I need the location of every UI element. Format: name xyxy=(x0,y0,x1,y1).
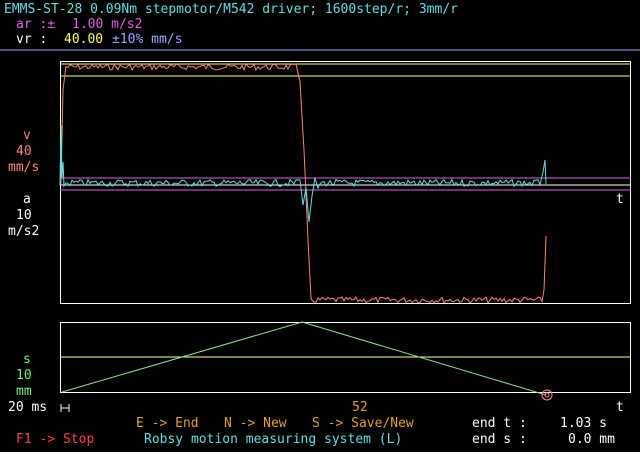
acceleration-trace xyxy=(59,124,547,223)
t-axis-label-bottom: t xyxy=(616,400,624,415)
velocity-trace xyxy=(60,63,547,304)
marker-value: 52 xyxy=(352,400,368,415)
ar-value: 1.00 m/s2 xyxy=(72,17,143,32)
end-t-value: 1.03 s xyxy=(560,416,607,431)
end-command[interactable]: E -> End xyxy=(136,416,199,431)
vr-value: 40.00 xyxy=(64,32,104,47)
a-axis-label: a xyxy=(23,192,31,207)
new-command[interactable]: N -> New xyxy=(224,416,287,431)
end-marker-icon xyxy=(541,389,553,401)
end-s-value: 0.0 mm xyxy=(568,432,615,447)
v-axis-scale: 40 xyxy=(16,144,32,159)
end-t-label: end t : xyxy=(472,416,527,431)
s-axis-unit: mm xyxy=(16,384,32,399)
vr-tolerance: ±10% mm/s xyxy=(112,32,183,47)
time-scale-label: 20 ms xyxy=(8,400,48,415)
app-name: Robsy motion measuring system (L) xyxy=(144,432,403,447)
ar-label: ar :± xyxy=(16,17,56,32)
v-axis-label: v xyxy=(23,128,31,143)
s-axis-label: s xyxy=(23,352,31,367)
vr-label: vr : xyxy=(16,32,48,47)
end-s-label: end s : xyxy=(472,432,527,447)
s-axis-scale: 10 xyxy=(16,368,32,383)
a-axis-unit: m/s2 xyxy=(8,224,40,239)
title: EMMS-ST-28 0.09Nm stepmotor/M542 driver;… xyxy=(4,2,458,17)
time-scale-bracket xyxy=(60,404,70,412)
position-trace xyxy=(61,321,547,396)
save-new-command[interactable]: S -> Save/New xyxy=(312,416,414,431)
v-axis-unit: mm/s xyxy=(8,160,40,175)
stop-command[interactable]: F1 -> Stop xyxy=(16,432,95,447)
t-axis-label-top: t xyxy=(616,192,624,207)
a-axis-scale: 10 xyxy=(16,208,32,223)
